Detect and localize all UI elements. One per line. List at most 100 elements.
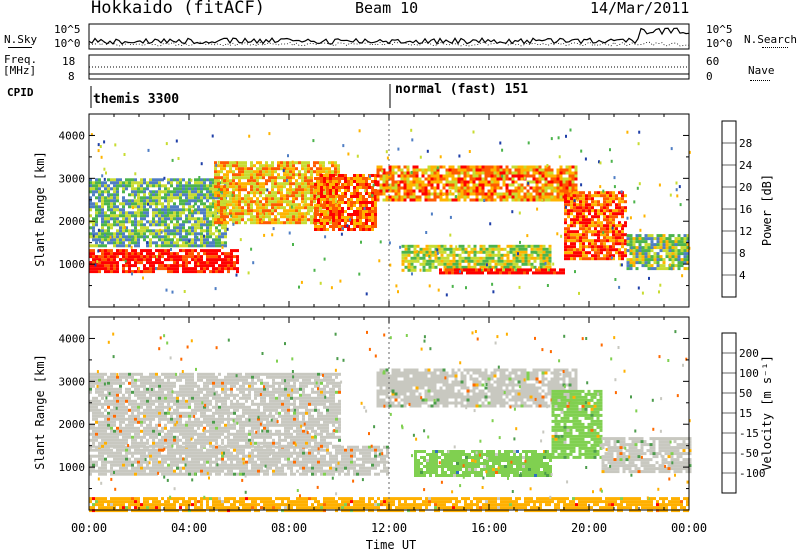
echo-cell	[113, 258, 116, 262]
mhz-label: [MHz]	[3, 64, 37, 77]
echo-cell	[140, 190, 143, 194]
echo-cell	[301, 182, 304, 186]
echo-cell	[335, 195, 338, 198]
echo-cell	[344, 222, 347, 225]
echo-cell	[206, 451, 209, 455]
echo-cell	[203, 460, 206, 464]
echo-cell	[379, 165, 383, 169]
echo-cell	[570, 230, 573, 234]
echo-cell	[326, 213, 329, 216]
noise-point	[342, 144, 345, 148]
echo-cell	[320, 177, 323, 180]
echo-cell	[307, 218, 310, 222]
echo-cell	[440, 244, 444, 248]
echo-cell	[179, 249, 182, 253]
echo-cell	[526, 168, 530, 172]
echo-cell	[155, 466, 158, 470]
echo-cell	[461, 265, 465, 269]
echo-cell	[431, 253, 435, 257]
echo-cell	[104, 217, 107, 221]
echo-cell	[443, 262, 447, 266]
echo-cell	[304, 185, 307, 189]
echo-cell	[347, 207, 350, 210]
echo-cell	[89, 463, 92, 467]
echo-cell	[298, 206, 301, 210]
echo-cell	[567, 248, 570, 252]
echo-cell	[101, 258, 104, 262]
echo-cell	[158, 252, 161, 256]
echo-cell	[250, 173, 253, 177]
echo-cell	[331, 164, 334, 168]
echo-cell	[194, 238, 197, 242]
echo-cell	[200, 469, 203, 473]
echo-cell	[550, 268, 553, 272]
echo-cell	[422, 262, 426, 266]
echo-cell	[304, 200, 307, 204]
echo-cell	[227, 472, 230, 476]
echo-cell	[250, 209, 253, 213]
echo-cell	[128, 469, 131, 473]
echo-cell	[301, 212, 304, 216]
noise-point	[436, 251, 439, 255]
echo-cell	[517, 271, 520, 275]
noise-point	[250, 181, 253, 185]
echo-cell	[101, 460, 104, 464]
echo-cell	[683, 234, 687, 238]
echo-cell	[533, 244, 537, 248]
echo-cell	[304, 164, 307, 168]
echo-cell	[271, 209, 274, 213]
echo-cell	[341, 198, 344, 201]
echo-cell	[239, 460, 242, 464]
echo-cell	[158, 264, 161, 268]
echo-cell	[304, 215, 307, 219]
echo-cell	[332, 210, 335, 213]
echo-cell	[200, 226, 203, 230]
echo-cell	[539, 259, 543, 263]
echo-cell	[334, 164, 337, 168]
echo-cell	[209, 190, 212, 194]
echo-cell	[368, 213, 371, 216]
echo-cell	[612, 191, 615, 195]
echo-cell	[218, 241, 221, 245]
echo-cell	[539, 247, 543, 251]
echo-cell	[254, 445, 257, 449]
echo-cell	[152, 241, 155, 245]
echo-cell	[125, 472, 128, 476]
echo-cell	[597, 254, 600, 258]
noise-point	[252, 261, 255, 265]
echo-cell	[226, 170, 229, 174]
echo-cell	[203, 244, 206, 248]
noise-point	[247, 271, 250, 275]
echo-cell	[341, 186, 344, 189]
echo-cell	[391, 198, 395, 202]
echo-cell	[128, 193, 131, 197]
echo-cell	[365, 189, 368, 192]
echo-cell	[232, 164, 235, 168]
echo-cell	[197, 208, 200, 212]
echo-cell	[317, 201, 320, 204]
echo-cell	[541, 189, 545, 193]
echo-cell	[320, 174, 323, 177]
echo-cell	[244, 209, 247, 213]
echo-cell	[221, 264, 224, 268]
echo-cell	[496, 192, 500, 196]
echo-cell	[295, 197, 298, 201]
echo-cell	[215, 249, 218, 253]
echo-cell	[289, 164, 292, 168]
echo-cell	[650, 249, 654, 253]
echo-cell	[644, 249, 648, 253]
echo-cell	[521, 247, 525, 251]
echo-cell	[185, 264, 188, 268]
echo-cell	[107, 214, 110, 218]
echo-cell	[518, 265, 522, 269]
noise-point	[96, 260, 99, 264]
echo-cell	[292, 170, 295, 174]
echo-cell	[134, 252, 137, 256]
echo-cell	[397, 198, 401, 202]
echo-cell	[116, 217, 119, 221]
echo-cell	[134, 241, 137, 245]
echo-cell	[262, 173, 265, 177]
echo-cell	[553, 174, 557, 178]
echo-cell	[379, 168, 383, 172]
echo-cell	[227, 255, 230, 259]
